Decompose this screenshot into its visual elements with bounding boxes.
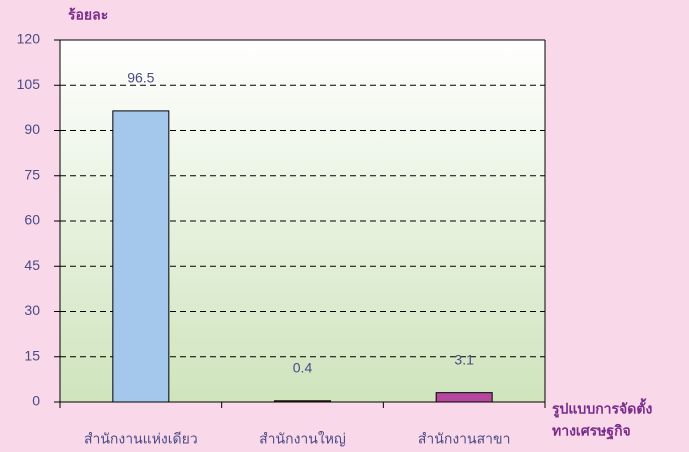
- y-tick-label: 120: [17, 31, 41, 47]
- x-tick-label: สำนักงานสาขา: [418, 431, 511, 447]
- x-axis-label: รูปแบบการจัดตั้ง: [552, 398, 652, 418]
- x-axis-label: ทางเศรษฐกิจ: [552, 423, 631, 441]
- y-tick-label: 105: [17, 76, 41, 92]
- x-tick-label: สำนักงานแห่งเดียว: [84, 431, 198, 447]
- data-label: 0.4: [293, 359, 313, 375]
- bar: [274, 400, 331, 403]
- x-tick-label: สำนักงานใหญ่: [259, 431, 346, 447]
- data-label: 96.5: [127, 70, 154, 86]
- y-axis-label: ร้อยละ: [68, 7, 108, 23]
- y-tick-label: 60: [24, 212, 40, 228]
- y-tick-label: 30: [24, 302, 40, 318]
- y-tick-label: 75: [24, 166, 40, 182]
- y-tick-label: 90: [24, 121, 40, 137]
- y-tick-label: 45: [24, 257, 40, 273]
- y-tick-label: 0: [32, 393, 40, 409]
- bar: [112, 110, 170, 403]
- data-label: 3.1: [454, 351, 474, 367]
- bar: [435, 392, 493, 403]
- y-tick-label: 15: [24, 347, 40, 363]
